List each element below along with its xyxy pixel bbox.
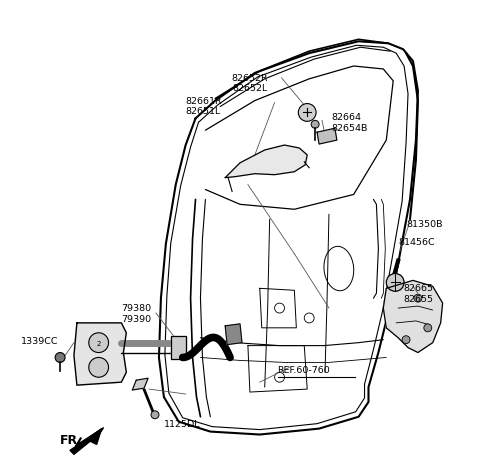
Text: 82652R
82652L: 82652R 82652L <box>231 74 268 93</box>
Polygon shape <box>132 378 148 390</box>
Text: 1339CC: 1339CC <box>21 336 58 345</box>
Text: 2: 2 <box>96 340 101 346</box>
Circle shape <box>386 274 404 292</box>
Polygon shape <box>225 324 242 345</box>
Polygon shape <box>225 146 307 178</box>
Text: 81350B: 81350B <box>406 219 443 229</box>
Circle shape <box>151 411 159 419</box>
Text: 1125DL: 1125DL <box>164 419 200 428</box>
Text: 81456C: 81456C <box>398 238 435 246</box>
Text: FR.: FR. <box>60 433 83 446</box>
Polygon shape <box>317 129 337 145</box>
Circle shape <box>311 121 319 129</box>
Circle shape <box>298 104 316 122</box>
Circle shape <box>414 294 422 302</box>
Circle shape <box>89 358 108 377</box>
Circle shape <box>55 353 65 363</box>
Polygon shape <box>74 323 126 385</box>
Text: 79380
79390: 79380 79390 <box>121 303 152 323</box>
Polygon shape <box>70 428 104 454</box>
Circle shape <box>89 333 108 353</box>
Polygon shape <box>384 281 443 353</box>
Text: 82661R
82651L: 82661R 82651L <box>186 96 222 116</box>
Circle shape <box>402 336 410 344</box>
Circle shape <box>424 324 432 332</box>
Polygon shape <box>87 429 102 444</box>
Text: 82664
82654B: 82664 82654B <box>331 113 367 132</box>
Text: 82665
82655: 82665 82655 <box>403 284 433 303</box>
Text: REF.60-760: REF.60-760 <box>277 366 330 375</box>
Polygon shape <box>171 336 186 360</box>
